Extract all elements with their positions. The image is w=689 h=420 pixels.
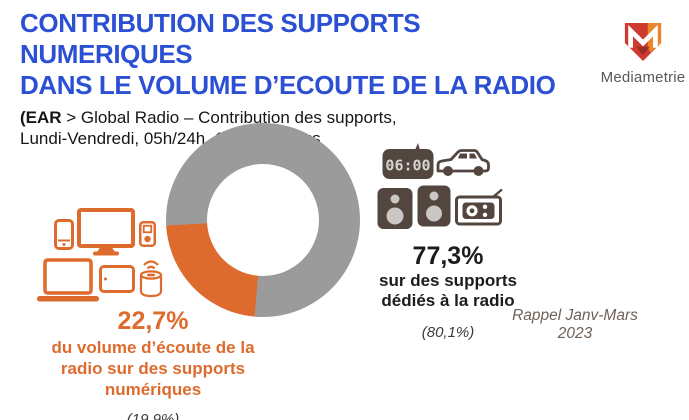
page-title-line1: CONTRIBUTION DES SUPPORTS NUMERIQUES bbox=[20, 8, 421, 69]
digital-share-block: 22,7% du volume d’écoute de la radio sur… bbox=[38, 308, 268, 420]
page-title: CONTRIBUTION DES SUPPORTS NUMERIQUES DAN… bbox=[20, 8, 595, 101]
subtitle-line1: (EAR > Global Radio – Contribution des s… bbox=[20, 107, 595, 128]
laptop-icon bbox=[36, 258, 100, 308]
car-icon bbox=[434, 146, 493, 187]
digital-share-previous: (19,9%) bbox=[126, 411, 180, 420]
tablet-icon bbox=[99, 265, 135, 298]
dedicated-share-desc: sur des supports dédiés à la radio bbox=[379, 271, 517, 310]
mp3-player-icon bbox=[139, 221, 156, 252]
page-title-line2: DANS LE VOLUME D’ECOUTE DE LA RADIO bbox=[20, 70, 556, 100]
stereo-speakers-icon bbox=[377, 185, 455, 234]
clock-radio-icon: 06:00 bbox=[382, 143, 434, 185]
donut-hole bbox=[207, 164, 319, 276]
dedicated-share-block: 77,3% sur des supports dédiés à la radio… bbox=[368, 243, 528, 341]
digital-share-desc: du volume d’écoute de la radio sur des s… bbox=[51, 338, 255, 399]
smartphone-icon bbox=[54, 219, 74, 255]
donut-chart bbox=[166, 123, 360, 317]
mediametrie-logo: Mediametrie bbox=[598, 22, 688, 86]
subtitle-source-bold: (EAR bbox=[20, 108, 62, 127]
digital-share-value: 22,7% bbox=[117, 307, 189, 335]
dedicated-share-value: 77,3% bbox=[412, 242, 484, 270]
smart-speaker-icon bbox=[137, 255, 165, 303]
dedicated-share-previous: (80,1%) bbox=[421, 324, 475, 341]
mediametrie-m-icon bbox=[622, 22, 664, 66]
svg-text:06:00: 06:00 bbox=[385, 157, 430, 175]
subtitle-source-rest: > Global Radio – Contribution des suppor… bbox=[61, 108, 397, 127]
brand-name: Mediametrie bbox=[600, 69, 686, 86]
transistor-radio-icon bbox=[455, 188, 505, 231]
recall-period-note: Rappel Janv-Mars 2023 bbox=[512, 307, 638, 342]
monitor-icon bbox=[77, 208, 135, 261]
